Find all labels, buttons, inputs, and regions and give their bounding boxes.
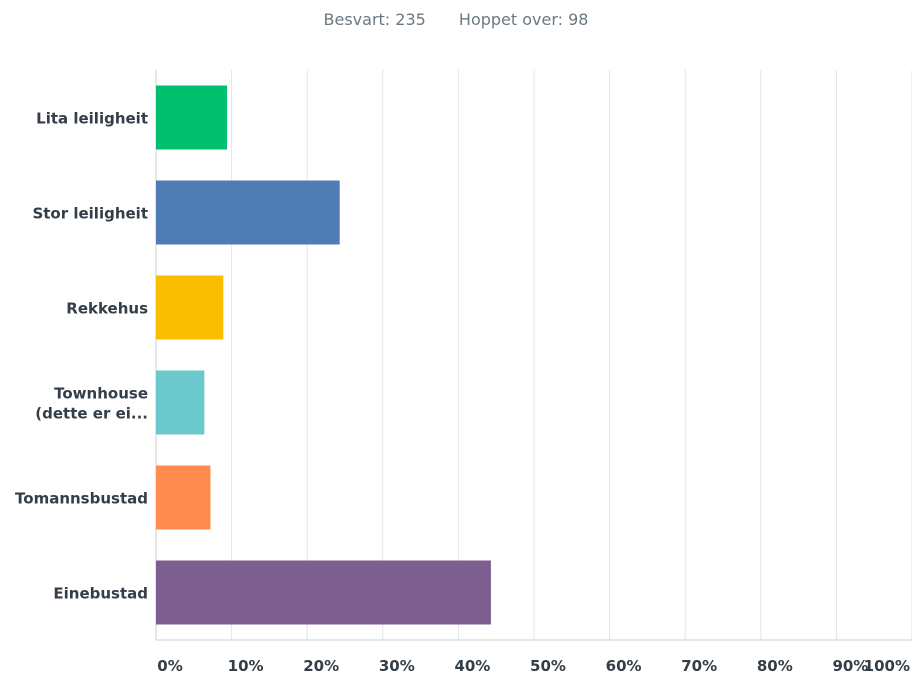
x-tick-label: 60%	[606, 657, 642, 675]
bar[interactable]	[156, 560, 491, 625]
category-label: Einebustad	[53, 585, 148, 603]
category-label: Tomannsbustad	[15, 490, 148, 508]
bar[interactable]	[156, 465, 211, 530]
answered-count: Besvart: 235	[323, 10, 426, 29]
x-tick-label: 80%	[757, 657, 793, 675]
skipped-count: Hoppet over: 98	[458, 10, 589, 29]
x-tick-label: 100%	[864, 657, 910, 675]
category-label: Rekkehus	[66, 300, 148, 318]
response-summary: Besvart: 235 Hoppet over: 98	[0, 10, 912, 29]
x-tick-label: 0%	[157, 657, 182, 675]
x-tick-label: 40%	[454, 657, 490, 675]
category-label: Townhouse	[54, 385, 148, 403]
category-label: (dette er ei...	[35, 405, 148, 423]
x-tick-label: 50%	[530, 657, 566, 675]
bar[interactable]	[156, 180, 340, 245]
x-tick-label: 10%	[228, 657, 264, 675]
x-tick-label: 20%	[303, 657, 339, 675]
bar[interactable]	[156, 85, 228, 150]
category-label: Stor leiligheit	[32, 205, 148, 223]
x-tick-label: 70%	[681, 657, 717, 675]
bar[interactable]	[156, 275, 224, 340]
x-tick-label: 30%	[379, 657, 415, 675]
x-tick-label: 90%	[832, 657, 868, 675]
bar[interactable]	[156, 370, 205, 435]
category-label: Lita leiligheit	[36, 110, 148, 128]
